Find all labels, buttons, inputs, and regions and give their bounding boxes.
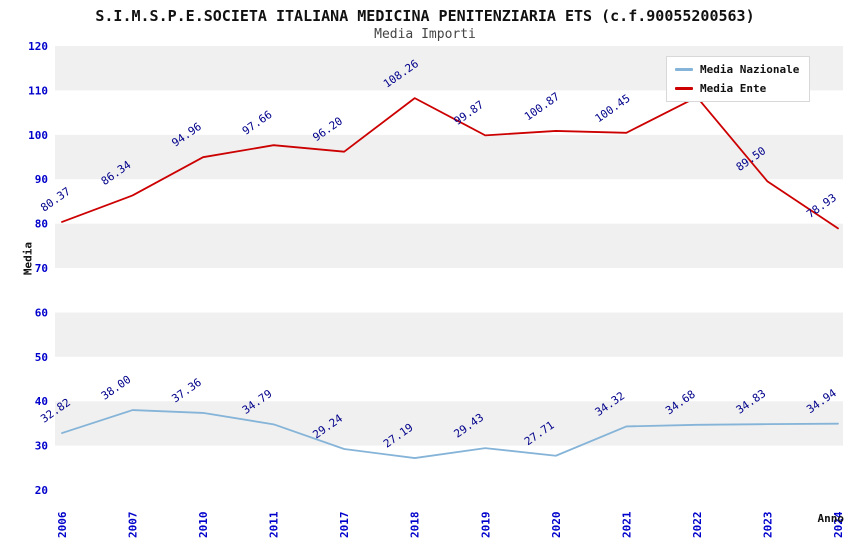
- x-tick-label: 2011: [268, 511, 281, 538]
- x-tick-label: 2010: [197, 512, 210, 539]
- x-tick-label: 2020: [550, 512, 563, 539]
- plot-band: [55, 179, 843, 224]
- series-line-0: [61, 409, 839, 459]
- chart-subtitle: Media Importi: [374, 27, 476, 42]
- x-tick-label: 2006: [56, 511, 69, 538]
- y-tick-label: 100: [28, 129, 48, 142]
- y-tick-label: 60: [35, 306, 48, 319]
- y-tick-label: 50: [35, 351, 48, 364]
- x-tick-label: 2007: [127, 512, 140, 539]
- y-tick-label: 110: [28, 84, 48, 97]
- legend-item-media-ente: Media Ente: [675, 82, 799, 95]
- chart-title: S.I.M.S.P.E.SOCIETA ITALIANA MEDICINA PE…: [95, 7, 755, 25]
- x-tick-label: 2017: [338, 512, 351, 539]
- x-tick-label: 2023: [761, 512, 774, 539]
- plot-band: [55, 356, 843, 402]
- y-axis-title: Media: [21, 241, 35, 276]
- y-tick-label: 70: [35, 262, 48, 275]
- y-tick-label: 90: [35, 173, 48, 186]
- plot-band: [55, 134, 843, 180]
- legend: Media Nazionale Media Ente: [666, 56, 811, 102]
- x-tick-label: 2024: [832, 511, 845, 538]
- x-tick-label: 2018: [409, 512, 422, 539]
- x-axis-title: Anno: [817, 512, 845, 525]
- y-tick-label: 30: [35, 440, 48, 453]
- x-tick-label: 2022: [691, 512, 704, 539]
- legend-swatch-media-nazionale: [675, 68, 693, 71]
- legend-label-media-nazionale: Media Nazionale: [700, 63, 800, 76]
- y-tick-label: 20: [35, 484, 48, 497]
- legend-label-media-ente: Media Ente: [700, 82, 767, 95]
- y-tick-label: 120: [28, 40, 48, 53]
- plot-band: [55, 312, 843, 357]
- series-line-1: [61, 96, 839, 230]
- plot-band: [55, 445, 843, 490]
- x-tick-label: 2019: [479, 512, 492, 538]
- y-tick-label: 80: [35, 218, 48, 231]
- plot-band: [55, 401, 843, 446]
- legend-swatch-media-ente: [675, 87, 693, 90]
- plot-band: [55, 268, 843, 313]
- plot-band: [55, 223, 843, 268]
- legend-item-media-nazionale: Media Nazionale: [675, 63, 799, 76]
- y-tick-label: 40: [35, 395, 48, 408]
- x-tick-label: 2021: [620, 511, 633, 538]
